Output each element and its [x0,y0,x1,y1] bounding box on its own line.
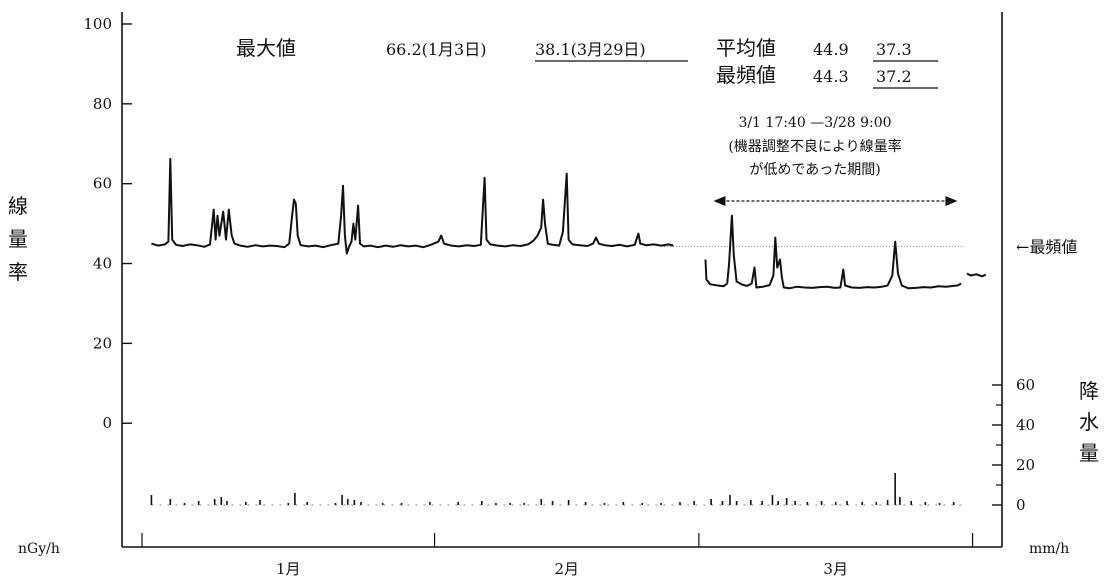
mode-label: 最頻値 [716,63,776,87]
mean-value-b: 37.3 [876,40,912,59]
y-tick-label-100: 100 [83,15,112,33]
max-value-b: 38.1(3月29日) [535,40,646,59]
x-tick-label-1: 1月 [276,560,301,578]
mode-value-a: 44.3 [813,67,849,86]
period-arrow [713,196,958,206]
y-axis-unit: nGy/h [18,541,60,557]
series-dose-rate-0 [151,157,674,255]
series-dose-rate-2 [966,272,987,278]
y2-axis-title-char-3: 量 [1079,441,1099,465]
max-value-a: 66.2(1月3日) [386,40,486,59]
annotation-period: 3/1 17:40 —3/28 9:00 [738,115,891,131]
y2-tick-label-0: 0 [1016,496,1026,514]
x-axis-ticks: 1月 2月 3月 [141,533,974,578]
mode-line-label: ←最頻値 [1016,237,1077,256]
annotation-note-line1: (機器調整不良により線量率 [728,138,901,155]
x-tick-label-3: 3月 [823,560,848,578]
y-tick-label-60: 60 [93,175,112,193]
y2-axis-ticks: 60 40 20 0 [992,376,1035,514]
y2-tick-label-60: 60 [1016,376,1035,394]
annotation-note-line2: が低めであった期間) [749,162,880,178]
x-tick-label-2: 2月 [554,560,579,578]
series-dose-rate-1 [704,214,962,290]
y2-tick-label-40: 40 [1016,416,1035,434]
y2-tick-label-20: 20 [1016,456,1035,474]
y2-axis-title-char-1: 降 [1079,379,1099,403]
max-label: 最大値 [236,36,296,60]
y-tick-label-80: 80 [93,95,112,113]
period-arrow-head-left [713,196,726,206]
y-tick-label-20: 20 [93,334,112,352]
mean-value-a: 44.9 [813,40,849,59]
y-axis-title-char-2: 量 [8,227,28,251]
series-layer [150,157,987,506]
y-tick-label-0: 0 [102,414,112,432]
y-axis-ticks: 100 80 60 40 20 0 [83,15,132,432]
mean-label: 平均値 [716,36,776,60]
y-axis-title-char-3: 率 [8,260,28,284]
y2-axis-title-char-2: 水 [1079,410,1099,434]
y2-axis-unit: mm/h [1029,541,1069,557]
y-tick-label-40: 40 [93,255,112,273]
y-axis-title-char-1: 線 [8,194,28,218]
period-arrow-head-right [945,196,958,206]
mode-value-b: 37.2 [876,67,912,86]
